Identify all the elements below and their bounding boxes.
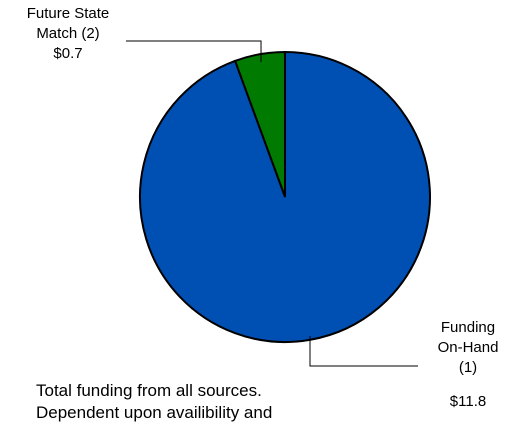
slice-label-line: Future State (26, 5, 110, 22)
footnote-line: Total funding from all sources. (36, 381, 262, 400)
leader-line-future-state-match (126, 40, 262, 63)
slice-label-line: (1) (458, 359, 478, 376)
leader-line-funding-on-hand (309, 336, 418, 367)
pie-slice-1 (139, 50, 431, 343)
leader-lines (126, 40, 418, 367)
slice-value-label: $0.7 (53, 45, 83, 62)
slice-value-label: $11.8 (449, 393, 487, 410)
slice-label-line: Funding (440, 319, 496, 336)
slice-label-line: On-Hand (437, 339, 499, 356)
footnote-line: Dependent upon availibility and (36, 403, 273, 422)
pie-slices (139, 50, 431, 343)
slice-label-line: Match (2) (36, 25, 100, 42)
slice-label-future-state-match: Future State Match (2) $0.7 (18, 4, 118, 64)
footnote: Total funding from all sources. Dependen… (36, 380, 272, 424)
slice-label-funding-on-hand: Funding On-Hand (1) $11.8 (418, 318, 513, 412)
